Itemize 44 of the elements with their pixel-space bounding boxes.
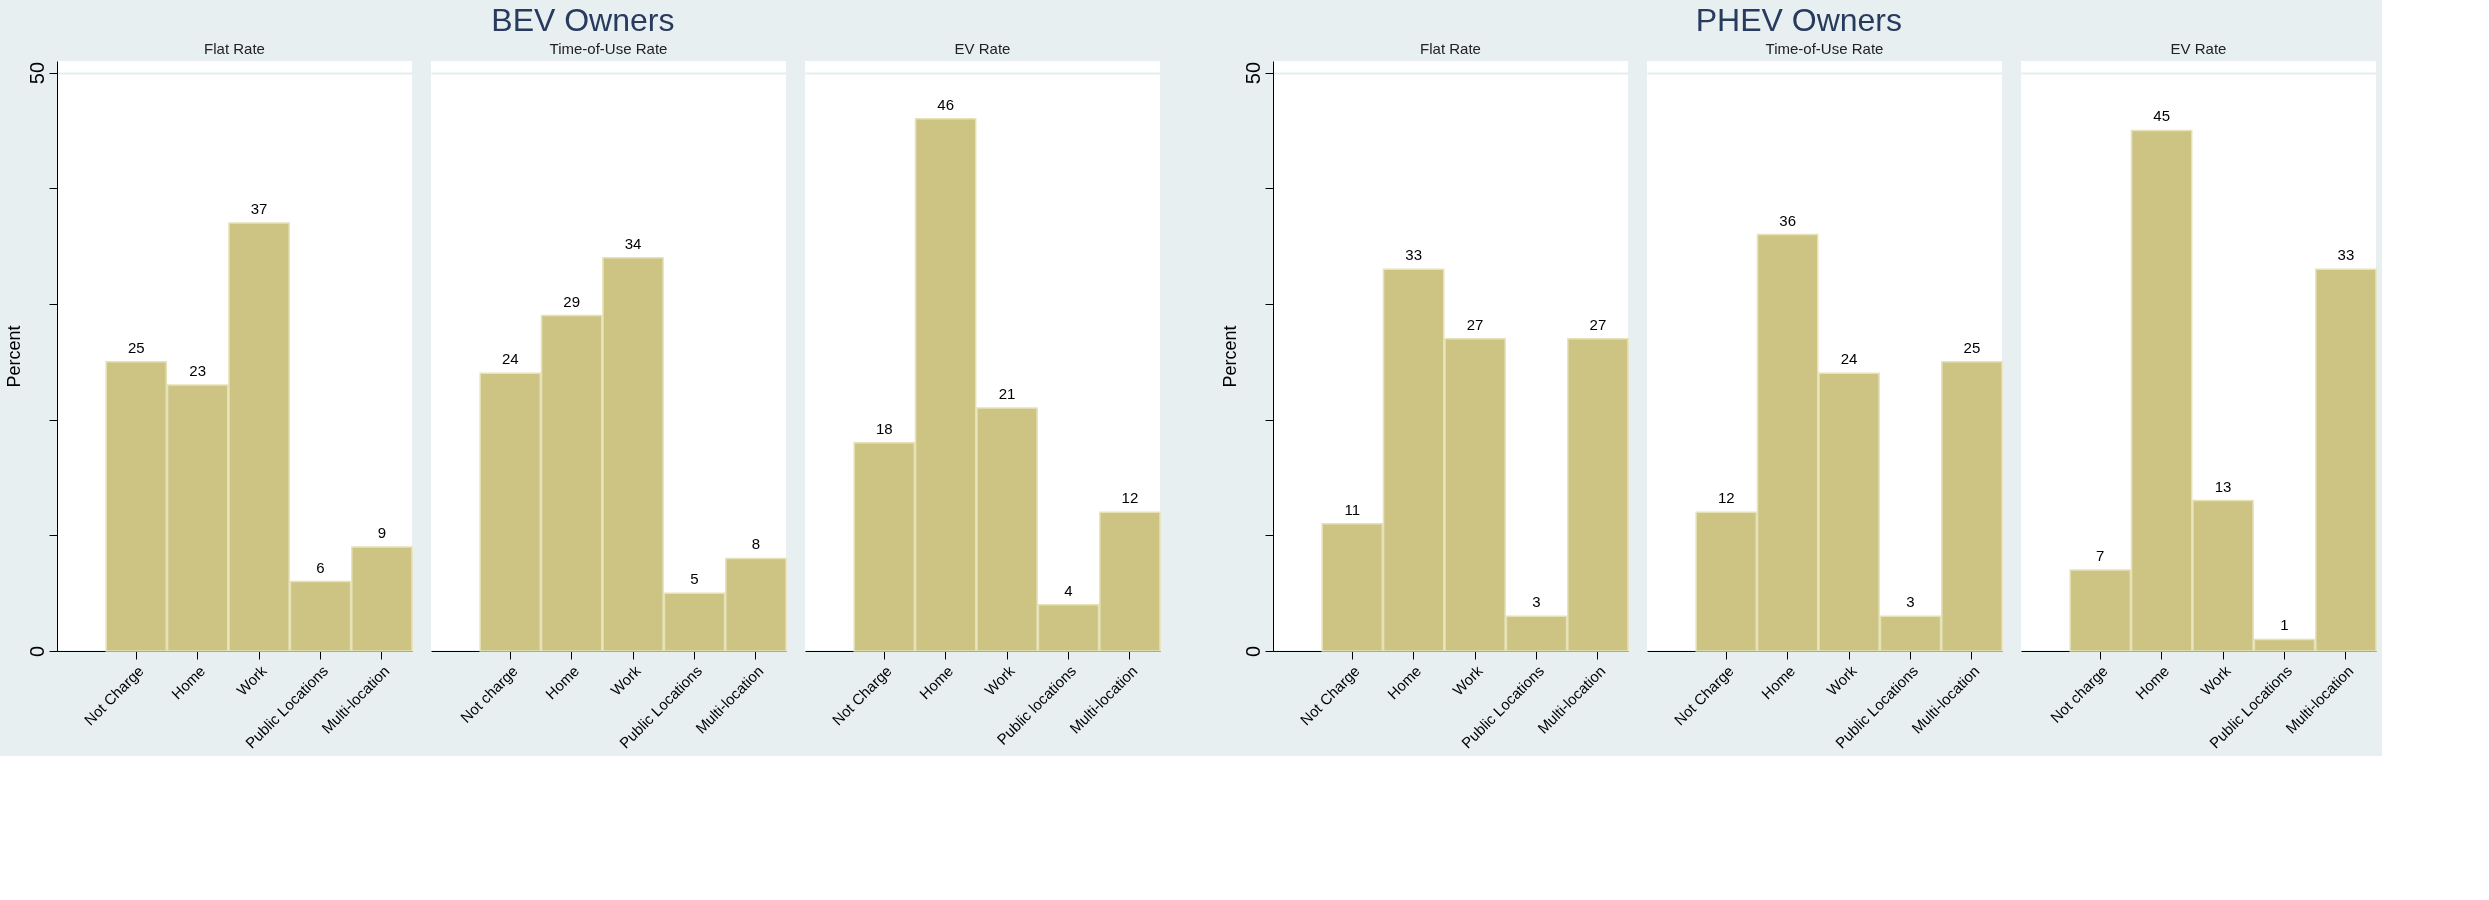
data-label: 5 bbox=[690, 570, 699, 588]
data-label: 9 bbox=[377, 523, 387, 541]
chart-title: Time-of-Use Rate bbox=[1765, 40, 1884, 57]
data-label: 3 bbox=[1532, 593, 1541, 611]
data-label: 27 bbox=[1589, 315, 1607, 333]
data-label: 33 bbox=[2337, 246, 2355, 264]
y-tick-label: 50 bbox=[1241, 61, 1264, 85]
data-label: 45 bbox=[2153, 107, 2170, 125]
y-tick-label: 0 bbox=[25, 645, 48, 658]
text: BEV Owners bbox=[491, 2, 675, 38]
data-label: 6 bbox=[316, 558, 325, 576]
data-label: 36 bbox=[1779, 211, 1796, 229]
chart-title: EV Rate bbox=[954, 40, 1011, 57]
data-label: 25 bbox=[127, 338, 145, 356]
data-label: 3 bbox=[1906, 593, 1915, 611]
chart-title: Flat Rate bbox=[204, 40, 265, 57]
text: PHEV Owners bbox=[1695, 2, 1903, 38]
data-label: 46 bbox=[937, 95, 954, 113]
data-label: 33 bbox=[1405, 246, 1422, 264]
data-label: 29 bbox=[563, 292, 580, 310]
data-label: 8 bbox=[751, 535, 761, 553]
data-label: 37 bbox=[250, 199, 268, 217]
data-label: 34 bbox=[624, 234, 642, 252]
data-label: 1 bbox=[2280, 616, 2289, 634]
y-axis-title: Percent bbox=[1219, 325, 1240, 388]
data-label: 11 bbox=[1344, 500, 1361, 518]
data-label: 7 bbox=[2096, 547, 2105, 565]
data-label: 18 bbox=[875, 419, 893, 437]
chart-title: Time-of-Use Rate bbox=[549, 40, 668, 57]
data-label: 12 bbox=[1121, 489, 1139, 507]
data-label: 13 bbox=[2214, 477, 2232, 495]
data-label: 4 bbox=[1064, 581, 1073, 599]
data-label: 27 bbox=[1466, 315, 1484, 333]
y-tick-label: 50 bbox=[25, 61, 48, 85]
data-label: 12 bbox=[1717, 489, 1735, 507]
chart-title: Flat Rate bbox=[1420, 40, 1481, 57]
y-axis-title: Percent bbox=[3, 325, 24, 388]
chart-title: EV Rate bbox=[2170, 40, 2227, 57]
data-label: 23 bbox=[189, 361, 206, 379]
y-tick-label: 0 bbox=[1241, 645, 1264, 658]
data-label: 25 bbox=[1963, 338, 1981, 356]
data-label: 24 bbox=[1840, 350, 1858, 368]
data-label: 21 bbox=[998, 385, 1016, 403]
data-label: 24 bbox=[501, 350, 519, 368]
